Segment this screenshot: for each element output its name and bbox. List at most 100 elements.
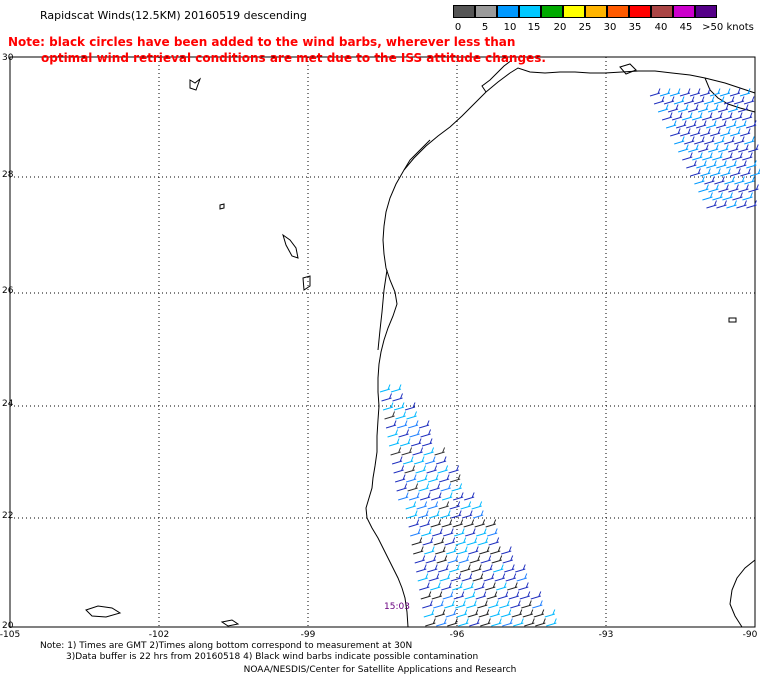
wind-barb [417, 573, 429, 582]
legend-label: 5 [481, 22, 489, 33]
lake-6 [85, 605, 122, 618]
wind-barb [394, 474, 406, 483]
wind-barb [742, 152, 753, 161]
wind-barb [733, 96, 745, 105]
wind-barb [717, 104, 729, 113]
wind-barb [395, 411, 407, 420]
wind-barb [692, 152, 703, 161]
wind-barb [683, 96, 695, 105]
wind-barb [414, 555, 426, 564]
wind-barb [494, 573, 506, 582]
wind-barb [420, 429, 432, 438]
wind-barb [449, 474, 461, 483]
wind-barb [436, 555, 448, 564]
wind-barb [480, 555, 492, 564]
wind-barb [743, 96, 755, 105]
wind-barb [384, 411, 396, 420]
wind-barb [452, 519, 464, 528]
wind-barb [530, 591, 542, 600]
wind-barb [716, 160, 727, 169]
footer-notes: Note: 1) Times are GMT 2)Times along bot… [0, 641, 760, 676]
wind-barb [391, 456, 403, 465]
wind-barb [458, 555, 470, 564]
wind-barb [487, 528, 498, 537]
wind-barb [385, 420, 397, 429]
wind-barb [716, 200, 727, 209]
lake-7 [220, 619, 240, 627]
wind-barb [511, 609, 523, 618]
wind-barb [497, 591, 509, 600]
legend-swatch [475, 5, 497, 18]
wind-barb [691, 112, 703, 121]
page-title: Rapidscat Winds(12.5KM) 20160519 descend… [40, 9, 307, 22]
wind-barb [428, 573, 440, 582]
wind-barb [746, 200, 757, 209]
wind-barb [748, 144, 759, 153]
wind-barb [723, 96, 735, 105]
wind-barb [701, 112, 713, 121]
wind-barb [702, 152, 713, 161]
wind-barb [659, 88, 671, 97]
wind-barb [740, 128, 751, 137]
wind-barb [678, 144, 689, 153]
wind-barb [439, 573, 451, 582]
wind-barb [690, 168, 701, 177]
wind-barb [710, 168, 721, 177]
wind-barb [674, 136, 685, 145]
wind-barb [714, 136, 725, 145]
wind-barb [726, 200, 737, 209]
wind-barb [461, 573, 473, 582]
wind-barb [425, 555, 437, 564]
wind-barb [741, 112, 753, 121]
wind-barb [718, 184, 729, 193]
wind-barb [423, 609, 435, 618]
wind-barb [694, 176, 705, 185]
wind-barb [474, 519, 486, 528]
wind-barb [680, 128, 691, 137]
wind-barb [665, 120, 677, 129]
wind-barb [690, 128, 701, 137]
wind-barb [744, 176, 755, 185]
wind-barb [390, 384, 402, 393]
wind-barb [532, 600, 543, 609]
wind-barb [477, 537, 489, 546]
wind-barb [405, 501, 417, 510]
wind-barb [466, 600, 477, 609]
legend-swatch [585, 5, 607, 18]
wind-barb [433, 600, 444, 609]
wind-barb [402, 456, 414, 465]
wind-barb [720, 168, 731, 177]
wind-barb [516, 573, 528, 582]
wind-barb [460, 564, 471, 573]
wind-barb [462, 510, 473, 519]
wind-barb [435, 456, 447, 465]
wind-barb [485, 582, 496, 591]
wind-barb [419, 519, 431, 528]
wind-barb [451, 510, 462, 519]
wind-barb [467, 609, 479, 618]
wind-barb [739, 88, 751, 97]
wind-barb [501, 546, 512, 555]
wind-barb [513, 618, 524, 627]
lake-5 [619, 63, 637, 75]
wind-barb [393, 465, 405, 474]
wind-barb [452, 582, 463, 591]
wind-barb [437, 465, 449, 474]
wind-barb [709, 88, 721, 97]
wind-barb [381, 393, 392, 402]
wind-barb [533, 609, 545, 618]
wind-barb [736, 200, 747, 209]
wind-barb [706, 160, 717, 169]
wind-barb [423, 447, 435, 456]
wind-barb [442, 492, 453, 501]
wind-barb [393, 402, 405, 411]
wind-barb [675, 120, 687, 129]
note-line-2: optimal wind retrieval conditions are me… [41, 51, 546, 65]
wind-barb [505, 573, 517, 582]
wind-barb [379, 384, 391, 393]
lat-tick: 22 [2, 511, 13, 521]
lon-tick: -105 [0, 630, 20, 640]
lake-4 [219, 203, 225, 210]
wind-barb [416, 564, 427, 573]
wind-barb [522, 609, 534, 618]
